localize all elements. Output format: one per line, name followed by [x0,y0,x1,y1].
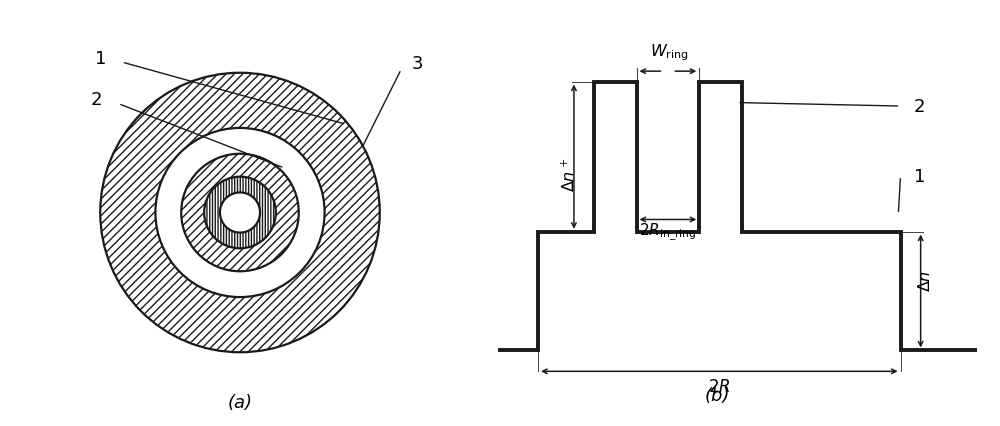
Text: 1: 1 [95,49,106,68]
Text: 2: 2 [914,98,925,116]
Text: $\Delta \mathit{n}$: $\Delta \mathit{n}$ [917,269,933,291]
Text: (b): (b) [704,386,730,405]
Circle shape [181,154,299,272]
Circle shape [204,177,276,249]
Text: $2\mathit{R}_{\mathrm{in\_ring}}$: $2\mathit{R}_{\mathrm{in\_ring}}$ [639,222,697,243]
Text: $\Delta \mathit{n}^+$: $\Delta \mathit{n}^+$ [561,157,578,191]
Circle shape [220,193,260,233]
Circle shape [100,74,380,352]
Text: 1: 1 [914,167,925,185]
Text: $\mathit{W}_{\mathrm{ring}}$: $\mathit{W}_{\mathrm{ring}}$ [650,43,689,63]
Text: $2\mathit{R}$: $2\mathit{R}$ [708,377,731,394]
Text: 2: 2 [91,91,102,109]
Text: 3: 3 [412,55,424,73]
Text: (a): (a) [228,394,253,412]
Circle shape [155,129,325,297]
